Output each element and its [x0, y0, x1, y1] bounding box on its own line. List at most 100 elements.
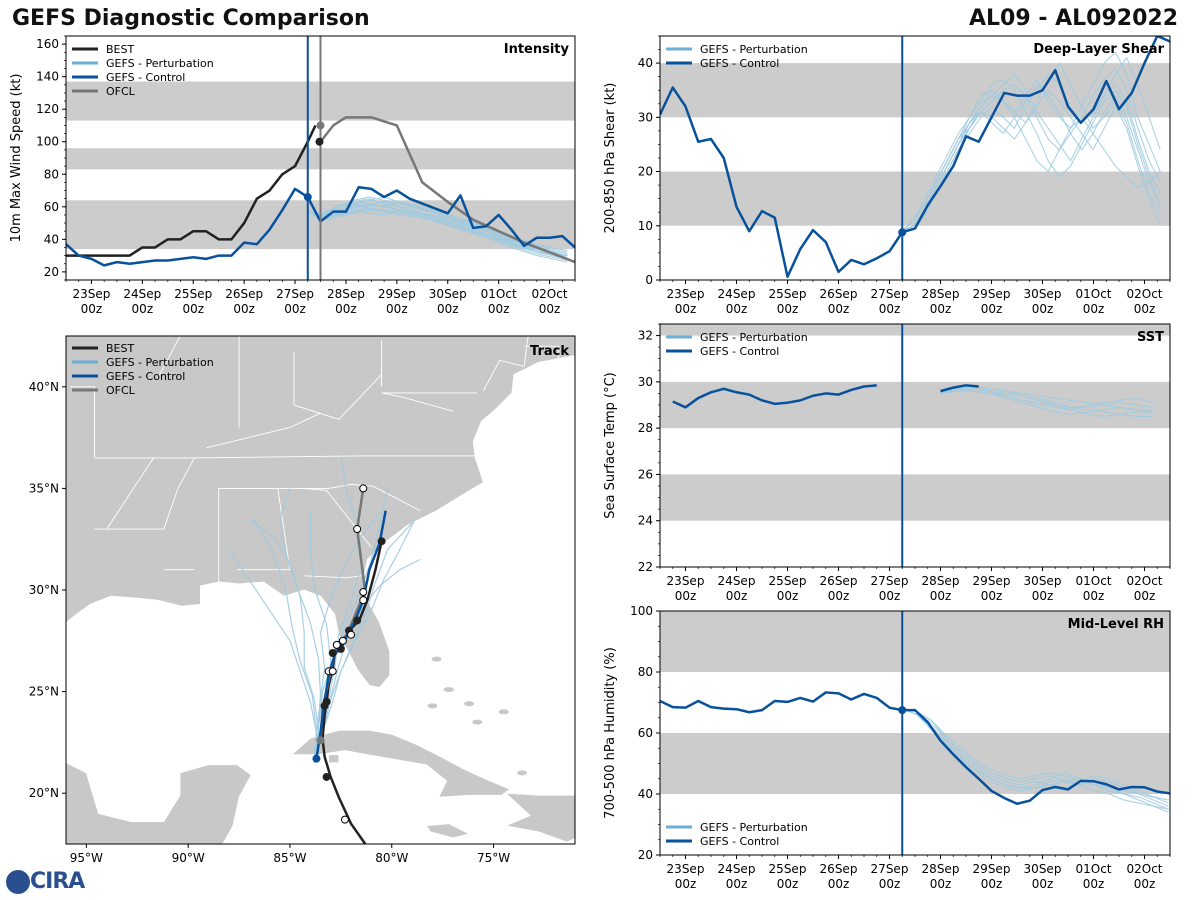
x-tick-label: 27Sep — [871, 862, 909, 876]
state-border — [293, 374, 382, 420]
x-tick-label: 27Sep — [871, 574, 909, 588]
ofcl-track-point — [347, 630, 356, 639]
y-tick-label: 22 — [638, 560, 653, 574]
x-tick-sublabel: 00z — [777, 877, 799, 891]
x-tick-sublabel: 00z — [539, 302, 561, 316]
y-tick-label: 20 — [638, 848, 653, 862]
y-tick-label: 40 — [44, 232, 59, 246]
x-tick-label: 26Sep — [820, 287, 858, 301]
legend-label: GEFS - Control — [700, 345, 779, 358]
x-tick-label: 28Sep — [922, 862, 960, 876]
panel-title: Track — [530, 344, 569, 359]
x-tick-label: 28Sep — [922, 574, 960, 588]
best-track-point — [328, 648, 337, 657]
x-tick-sublabel: 00z — [1134, 877, 1156, 891]
best-track-point — [322, 772, 331, 781]
x-tick-sublabel: 00z — [132, 302, 154, 316]
best-track-point — [377, 537, 386, 546]
y-tick-label: 40 — [638, 787, 653, 801]
legend-label: OFCL — [106, 384, 136, 397]
x-tick-sublabel: 00z — [1083, 302, 1105, 316]
perturbation-track — [228, 549, 318, 763]
legend-label: BEST — [106, 43, 134, 56]
x-tick-label: 30Sep — [1024, 862, 1062, 876]
x-tick-sublabel: 00z — [182, 302, 204, 316]
x-tick-label: 26Sep — [225, 287, 263, 301]
isle-of-youth-land — [328, 754, 340, 764]
state-border — [524, 345, 560, 361]
legend-label: GEFS - Control — [106, 370, 185, 383]
map-area — [66, 336, 575, 844]
bahamas-island — [443, 687, 454, 693]
y-tick-label: 32 — [638, 329, 653, 343]
longitude-label: 75°W — [477, 851, 510, 865]
best-track-point — [322, 697, 331, 706]
perturbation-line — [902, 708, 1169, 810]
ofcl-track-point — [359, 596, 368, 605]
legend-label: GEFS - Perturbation — [700, 43, 808, 56]
perturbation-line — [902, 89, 1161, 232]
x-tick-sublabel: 00z — [879, 877, 901, 891]
x-tick-sublabel: 00z — [828, 302, 850, 316]
y-tick-label: 80 — [638, 665, 653, 679]
panel-shear: 01020304023Sep00z24Sep00z25Sep00z26Sep00… — [603, 35, 1171, 316]
perturbation-track — [313, 512, 381, 763]
globe-icon — [6, 870, 30, 894]
x-tick-sublabel: 00z — [335, 302, 357, 316]
longitude-label: 80°W — [375, 851, 408, 865]
x-tick-label: 29Sep — [378, 287, 416, 301]
ofcl-track-point — [359, 484, 368, 493]
x-tick-label: 23Sep — [667, 574, 705, 588]
bahamas-island — [464, 701, 475, 707]
north-america-land — [66, 336, 575, 688]
bahamas-island — [498, 709, 509, 715]
x-tick-label: 24Sep — [718, 862, 756, 876]
ofcl-track-point — [359, 588, 368, 597]
marker-point — [316, 121, 325, 130]
longitude-label: 95°W — [70, 851, 103, 865]
marker-point — [315, 137, 324, 146]
series-line-control — [660, 36, 1170, 278]
x-tick-sublabel: 00z — [81, 302, 103, 316]
panel-sst: 22242628303223Sep00z24Sep00z25Sep00z26Se… — [603, 323, 1171, 603]
legend-label: OFCL — [106, 85, 136, 98]
x-tick-sublabel: 00z — [386, 302, 408, 316]
x-tick-label: 25Sep — [769, 862, 807, 876]
x-tick-sublabel: 00z — [1032, 589, 1054, 603]
y-tick-label: 160 — [36, 37, 59, 51]
x-tick-sublabel: 00z — [284, 302, 306, 316]
x-tick-sublabel: 00z — [1032, 877, 1054, 891]
y-tick-label: 20 — [638, 165, 653, 179]
state-border — [163, 457, 195, 530]
panel-intensity: 2040608010012014016023Sep00z24Sep00z25Se… — [9, 35, 576, 316]
cira-logo: CIRA — [6, 868, 106, 896]
x-tick-sublabel: 00z — [930, 302, 952, 316]
x-tick-label: 26Sep — [820, 574, 858, 588]
x-tick-sublabel: 00z — [828, 589, 850, 603]
perturbation-track — [313, 522, 413, 763]
ofcl-track-point — [332, 640, 341, 649]
x-tick-label: 25Sep — [769, 574, 807, 588]
x-tick-sublabel: 00z — [777, 302, 799, 316]
yucatan-land — [66, 762, 252, 844]
series-line-control — [660, 691, 1170, 806]
state-border — [304, 575, 362, 579]
jamaica-land — [425, 823, 471, 839]
legend-label: GEFS - Perturbation — [700, 331, 808, 344]
logo-text: CIRA — [30, 869, 85, 894]
x-tick-sublabel: 00z — [879, 589, 901, 603]
x-tick-label: 30Sep — [1024, 574, 1062, 588]
ofcl-track-point — [316, 736, 325, 745]
plot-area-rh — [660, 611, 1170, 855]
x-tick-label: 29Sep — [973, 862, 1011, 876]
x-tick-sublabel: 00z — [1134, 589, 1156, 603]
axes-frame — [659, 323, 1171, 568]
bahamas-island — [472, 719, 483, 725]
x-tick-sublabel: 00z — [675, 302, 697, 316]
latitude-label: 20°N — [29, 786, 59, 800]
cuba-land — [290, 729, 511, 798]
x-tick-sublabel: 00z — [437, 302, 459, 316]
x-tick-label: 24Sep — [718, 287, 756, 301]
x-tick-label: 27Sep — [871, 287, 909, 301]
